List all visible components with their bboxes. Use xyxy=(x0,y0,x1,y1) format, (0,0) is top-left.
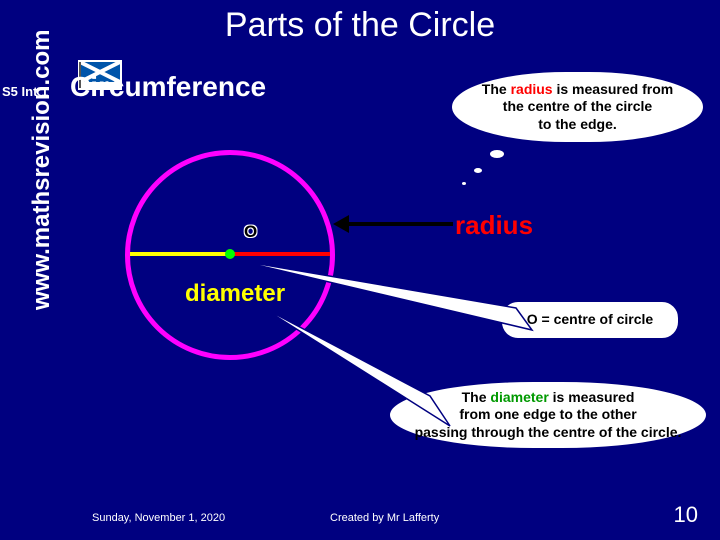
footer-date: Sunday, November 1, 2020 xyxy=(92,512,225,524)
callout-text: is measured xyxy=(549,389,635,405)
diameter-callout: The diameter is measured from one edge t… xyxy=(388,380,708,450)
radius-word: radius xyxy=(455,210,533,241)
ocentre-callout: O = centre of circle xyxy=(500,300,680,340)
bubble-dot-icon xyxy=(488,148,506,160)
footer-author: Created by Mr Lafferty xyxy=(330,512,439,524)
centre-o-label: O xyxy=(244,222,257,242)
diameter-word: diameter xyxy=(185,280,285,308)
radius-line xyxy=(230,252,330,256)
callout-text: passing through the centre of the circle… xyxy=(415,424,682,442)
radius-arrow xyxy=(338,222,453,226)
callout-text: is measured from xyxy=(553,81,674,97)
bubble-dot-icon xyxy=(460,180,468,187)
circumference-label: Circumference xyxy=(70,71,266,103)
callout-highlight: radius xyxy=(511,81,553,97)
callout-text: from one edge to the other xyxy=(459,406,636,424)
callout-text: O = centre of circle xyxy=(527,311,653,329)
site-url: www.mathsrevision.com xyxy=(28,29,56,310)
footer-page-number: 10 xyxy=(674,502,698,528)
bubble-dot-icon xyxy=(472,166,484,175)
callout-text: the centre of the circle xyxy=(503,98,652,116)
callout-text: The xyxy=(462,389,491,405)
centre-point xyxy=(225,249,235,259)
page-title: Parts of the Circle xyxy=(0,6,720,45)
callout-text: The xyxy=(482,81,511,97)
callout-text: to the edge. xyxy=(538,116,617,134)
callout-highlight: diameter xyxy=(490,389,548,405)
radius-callout: The radius is measured from the centre o… xyxy=(450,70,705,144)
